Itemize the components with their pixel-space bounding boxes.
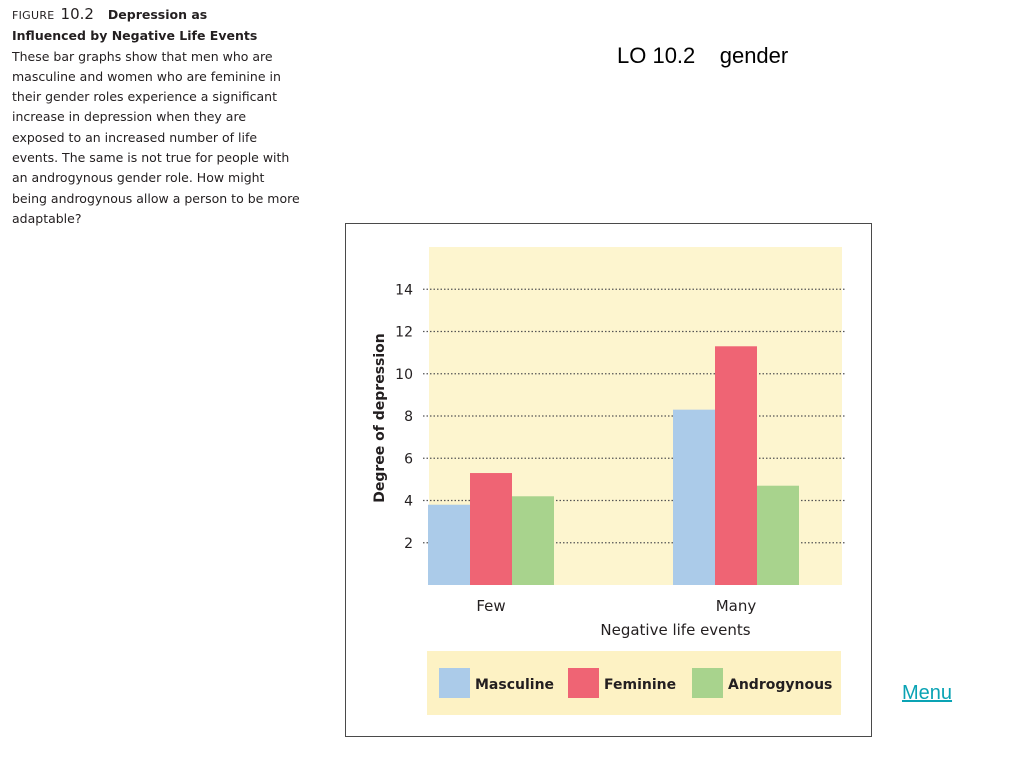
bar-masculine-many [673,409,715,585]
legend-swatch-masculine [439,668,470,698]
legend-label-androgynous: Androgynous [728,677,832,693]
figure-caption-body: These bar graphs show that men who are m… [12,48,300,226]
figure-number: 10.2 [60,5,94,23]
y-tick-label-14: 14 [395,282,413,298]
x-tick-label-few: Few [476,597,505,615]
y-tick-label-12: 12 [395,325,413,341]
bar-feminine-few [470,473,512,585]
x-tick-label-many: Many [716,597,757,615]
y-tick-label-4: 4 [404,494,413,510]
x-axis-label: Negative life events [600,621,750,639]
bar-feminine-many [715,346,757,585]
chart-frame: 2 4 6 8 10 12 14 Few Many Negative life events Deg… [345,223,872,737]
legend-label-feminine: Feminine [604,677,676,693]
legend-label-masculine: Masculine [475,677,554,693]
bar-chart: 2 4 6 8 10 12 14 Few Many Negative life events Deg… [372,247,846,715]
menu-link[interactable]: Menu [902,682,953,704]
figure-caption: FIGURE 10.2 Depression as Influenced by … [12,4,302,229]
legend-box [427,651,841,715]
slide-title: LO 10.2 gender [617,43,789,68]
bar-androgynous-few [512,496,554,585]
figure-label: FIGURE [12,9,55,22]
figure-title-line1: Depression as [107,7,208,22]
figure-title-line2: Influenced by Negative Life Events [12,28,258,44]
y-tick-label-8: 8 [404,409,413,425]
y-tick-label-2: 2 [404,536,413,552]
y-tick-label-6: 6 [404,451,413,467]
y-axis-label: Degree of depression [372,333,388,502]
bar-androgynous-many [757,485,799,585]
bar-masculine-few [428,504,470,585]
y-tick-label-10: 10 [395,367,413,383]
legend-swatch-androgynous [692,668,723,698]
legend-swatch-feminine [568,668,599,698]
